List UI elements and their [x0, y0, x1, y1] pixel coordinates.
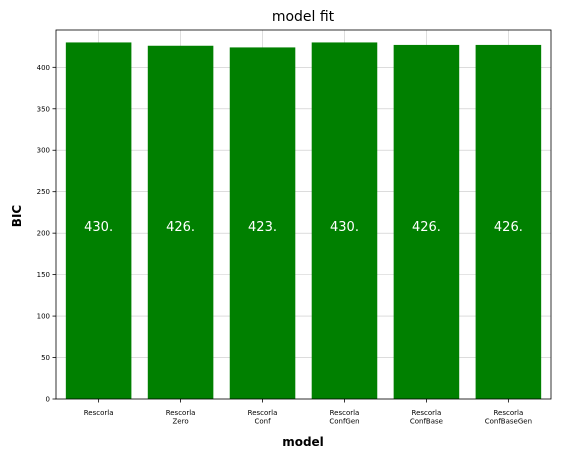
bar — [311, 42, 378, 399]
x-tick-label: Rescorla ConfBaseGen — [485, 409, 532, 426]
bar-value-label: 430. — [84, 220, 113, 235]
x-tick-label: Rescorla — [84, 409, 114, 417]
bar — [65, 42, 132, 399]
bar — [147, 45, 214, 399]
y-axis-label: BIC — [10, 205, 24, 228]
bar-value-label: 426. — [494, 220, 523, 235]
y-axis-ticks: 0 50 100 150 200 250 300 350 400 — [37, 64, 56, 404]
plot-frame — [55, 29, 552, 400]
y-tick-label: 400 — [37, 64, 50, 72]
chart-title: model fit — [272, 9, 335, 25]
bar — [229, 47, 296, 399]
x-tick-label: Rescorla Conf — [248, 409, 278, 426]
y-tick-label: 250 — [37, 188, 50, 196]
bar-value-label: 430. — [330, 220, 359, 235]
y-tick-label: 350 — [37, 105, 50, 113]
bar-labels: 430. 426. 423. 430. 426. 426. — [84, 220, 523, 235]
bar-value-label: 426. — [412, 220, 441, 235]
bars — [65, 42, 542, 399]
y-tick-label: 300 — [37, 147, 50, 155]
bar — [393, 44, 460, 399]
x-tick-label: Rescorla ConfBase — [410, 409, 443, 426]
bar — [475, 44, 542, 399]
bar-value-label: 426. — [166, 220, 195, 235]
y-tick-label: 0 — [46, 396, 50, 404]
x-axis-ticks: Rescorla Rescorla Zero Rescorla Conf Rescorla… — [84, 399, 532, 426]
x-tick-label: Rescorla ConfGen — [329, 409, 359, 426]
y-tick-label: 200 — [37, 230, 50, 238]
y-tick-label: 50 — [41, 354, 50, 362]
x-tick-label: Rescorla Zero — [166, 409, 196, 426]
y-tick-label: 150 — [37, 271, 50, 279]
y-tick-label: 100 — [37, 313, 50, 321]
bar-value-label: 423. — [248, 220, 277, 235]
x-axis-label: model — [282, 435, 324, 449]
